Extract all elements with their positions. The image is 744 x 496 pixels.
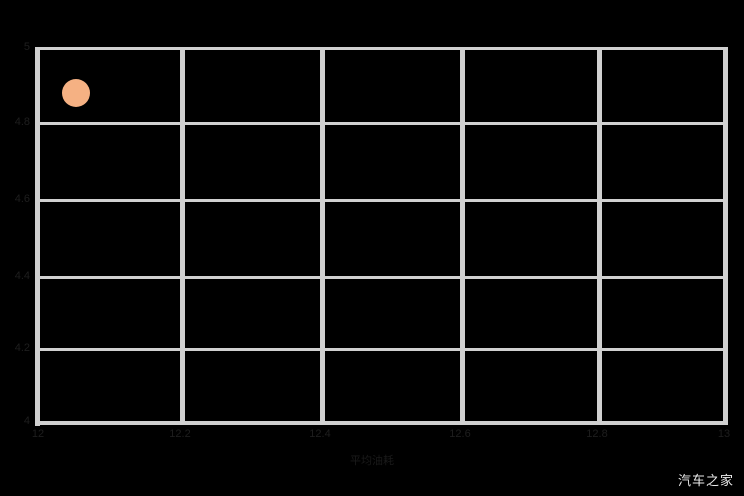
gridline-horizontal (35, 276, 728, 279)
y-axis-line (35, 47, 40, 426)
gridline-vertical (320, 47, 325, 423)
gridline-horizontal (35, 348, 728, 351)
x-tick-label: 12.4 (309, 428, 331, 440)
gridline-vertical (460, 47, 465, 423)
gridline-vertical (180, 47, 185, 423)
x-axis-line (35, 421, 728, 425)
gridline-vertical (597, 47, 602, 423)
plot-area (35, 47, 728, 424)
gridline-horizontal (35, 122, 728, 125)
y-tick-label: 5 (23, 41, 30, 53)
x-tick-label: 13 (717, 428, 731, 440)
x-tick-label: 12.2 (169, 428, 191, 440)
x-tick-label: 12.8 (586, 428, 608, 440)
y-tick-label: 4.2 (14, 342, 30, 354)
data-point[interactable] (62, 79, 90, 107)
y-tick-label: 4 (23, 415, 30, 427)
x-tick-label: 12 (31, 428, 45, 440)
x-tick-label: 12.6 (449, 428, 471, 440)
y-tick-label: 4.4 (14, 270, 30, 282)
x-axis-title: 平均油耗 (350, 455, 394, 467)
gridline-horizontal (35, 47, 728, 50)
gridline-vertical (723, 47, 728, 423)
watermark-logo: 汽车之家 (677, 473, 734, 488)
gridline-horizontal (35, 199, 728, 202)
y-tick-label: 4.8 (14, 116, 30, 128)
y-tick-label: 4.6 (14, 193, 30, 205)
